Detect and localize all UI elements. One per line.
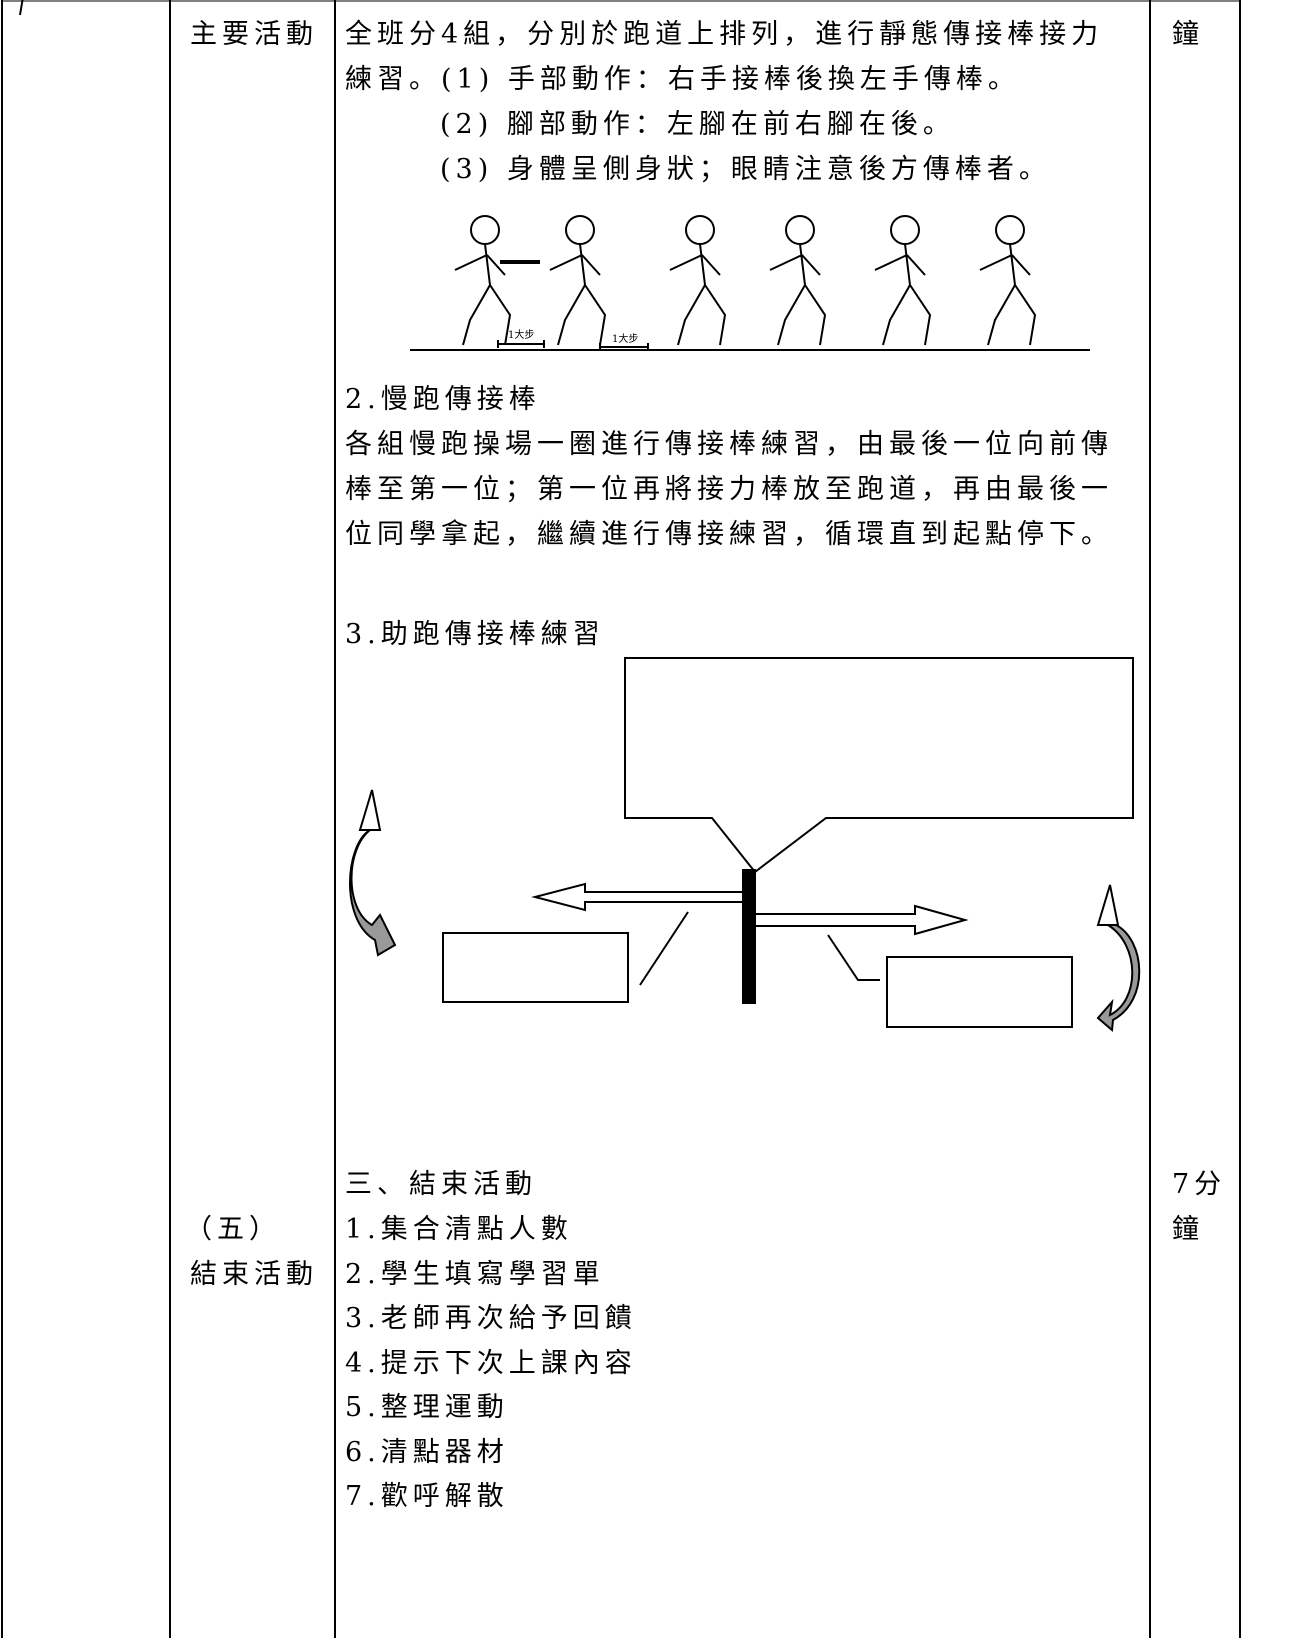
section-line: 棒至第一位；第一位再將接力棒放至跑道，再由最後一 xyxy=(345,474,1113,505)
end-time-label: 鐘 xyxy=(1172,1214,1204,1245)
section-line: 位同學拿起，繼續進行傳接練習，循環直到起點停下。 xyxy=(345,519,1113,550)
runners-illustration xyxy=(19,0,1090,351)
activity-label: 主要活動 xyxy=(190,19,318,50)
section-title: 3.助跑傳接棒練習 xyxy=(345,619,605,650)
table-lines xyxy=(1,0,1241,1638)
end-title: 三、結束活動 xyxy=(345,1169,537,1200)
end-item: 6.清點器材 xyxy=(345,1436,509,1468)
time-label: 鐘 xyxy=(1172,19,1204,50)
end-activity-label: （五） xyxy=(185,1214,281,1245)
relay-diagram xyxy=(349,657,1141,1033)
end-item: 4.提示下次上課內容 xyxy=(345,1347,637,1379)
intro-line: 練習。(1) 手部動作：右手接棒後換左手傳棒。 xyxy=(345,64,1020,95)
end-item: 3.老師再次給予回饋 xyxy=(345,1303,637,1334)
section-title: 2.慢跑傳接棒 xyxy=(345,384,541,415)
intro-line: 全班分4組，分別於跑道上排列，進行靜態傳接棒接力 xyxy=(345,19,1104,50)
end-activity-label: 結束活動 xyxy=(190,1259,318,1290)
end-time-label: 7分 xyxy=(1172,1169,1227,1200)
intro-line: (3) 身體呈側身狀；眼睛注意後方傳棒者。 xyxy=(440,154,1051,185)
end-item: 2.學生填寫學習單 xyxy=(345,1258,605,1290)
end-item: 7.歡呼解散 xyxy=(345,1481,509,1512)
section-line: 各組慢跑操場一圈進行傳接棒練習，由最後一位向前傳 xyxy=(345,429,1113,460)
figure-label: 1大步 xyxy=(508,330,535,341)
end-item: 1.集合清點人數 xyxy=(345,1214,573,1245)
end-item: 5.整理運動 xyxy=(345,1392,509,1423)
figure-label: 1大步 xyxy=(612,334,639,345)
intro-line: (2) 腳部動作：左腳在前右腳在後。 xyxy=(440,109,955,140)
